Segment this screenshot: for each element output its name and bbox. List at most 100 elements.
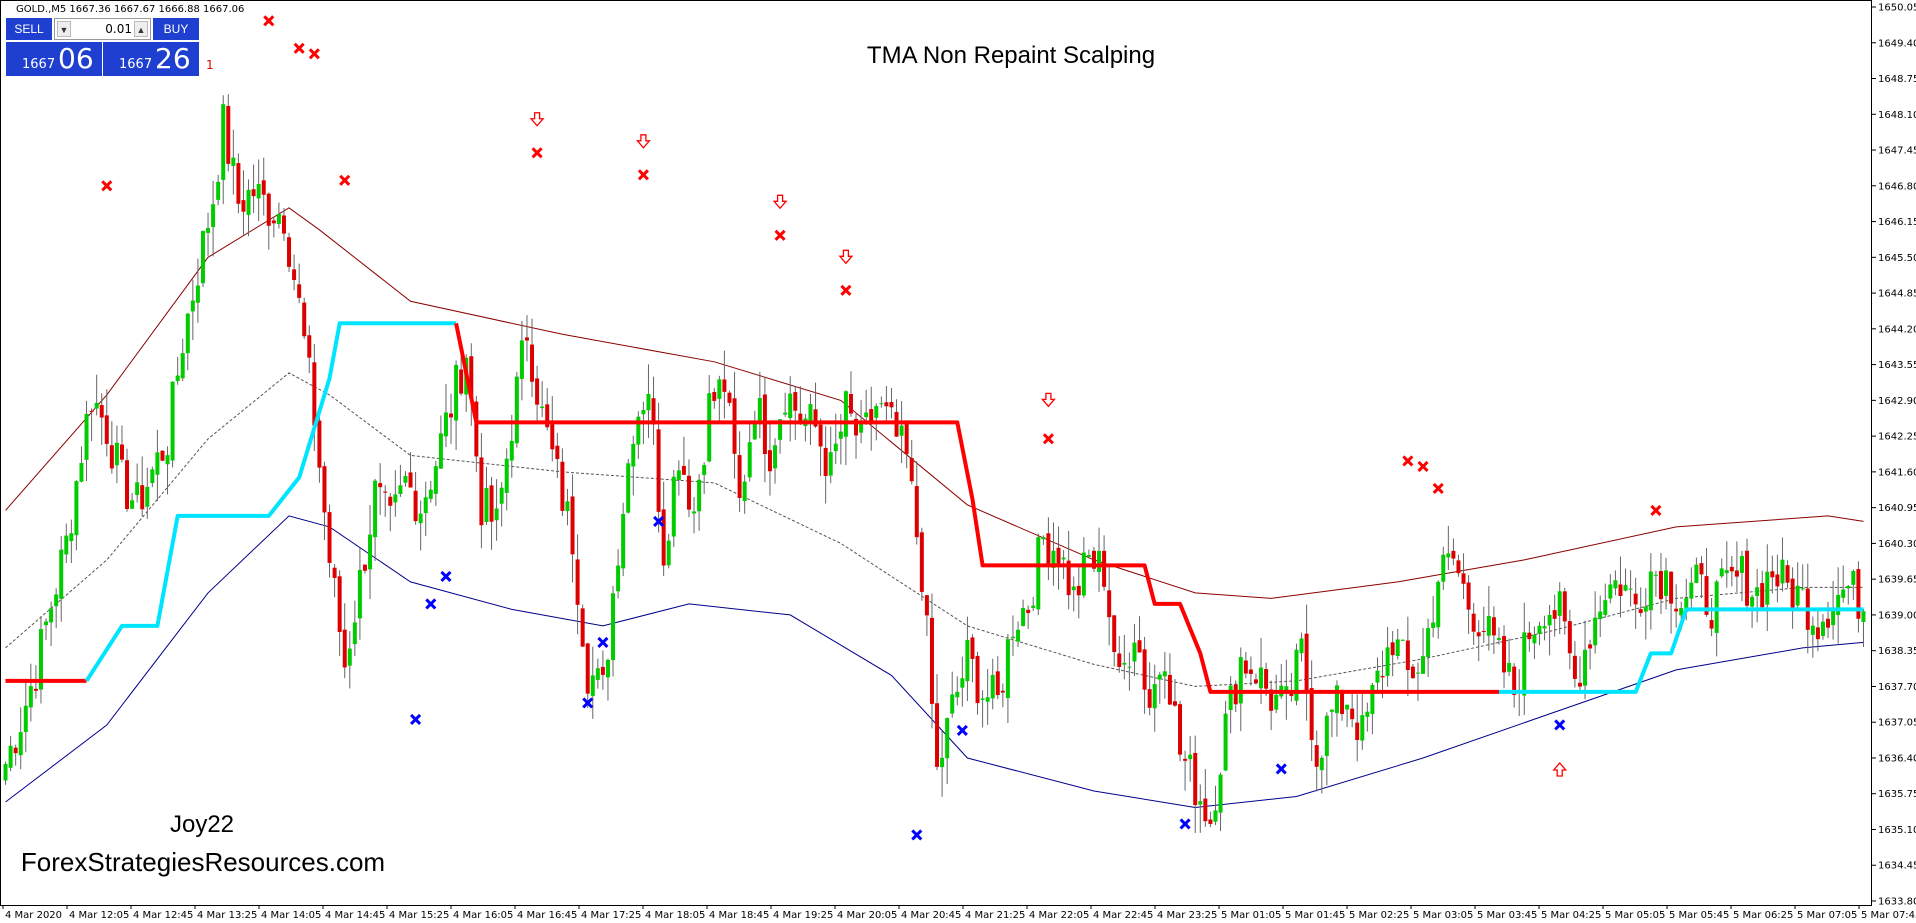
candle <box>1183 750 1188 791</box>
bull-candle-body <box>1714 581 1719 633</box>
candle <box>383 485 388 517</box>
bull-candle-body <box>64 535 69 555</box>
bull-candle-body <box>428 489 433 499</box>
candle <box>985 668 990 725</box>
bear-candle-body <box>869 409 874 423</box>
buy-price-button[interactable]: 1667 26 <box>103 42 199 76</box>
buy-price-pips: 26 <box>155 42 191 75</box>
bull-candle-body <box>368 534 373 570</box>
candle <box>221 95 226 205</box>
bull-candle-body <box>499 487 504 504</box>
bull-candle-body <box>965 639 970 682</box>
candle <box>519 320 524 401</box>
candle <box>1709 597 1714 637</box>
candle <box>1755 568 1760 623</box>
candle <box>1577 656 1582 691</box>
bear-candle-body <box>1026 609 1031 614</box>
bull-candle-body <box>1274 694 1279 710</box>
bear-candle-body <box>570 496 575 555</box>
candle <box>1340 689 1345 721</box>
candle <box>686 459 691 518</box>
candle <box>1274 674 1279 714</box>
bear-candle-body <box>388 496 393 506</box>
bear-candle-body <box>1760 583 1765 608</box>
bull-candle-body <box>1036 537 1041 610</box>
buy-cross-icon-stroke <box>911 829 923 841</box>
sell-cross-icon-stroke <box>293 42 305 54</box>
candle <box>1324 712 1329 786</box>
bull-candle-body <box>742 481 747 501</box>
bear-candle-body <box>1699 563 1704 575</box>
candle <box>605 658 610 701</box>
candle <box>443 383 448 448</box>
bear-candle-body <box>1512 666 1517 695</box>
sell-button[interactable]: SELL <box>6 18 52 40</box>
candle <box>266 192 271 250</box>
bull-candle-body <box>1198 801 1203 805</box>
candle <box>1208 811 1213 828</box>
price-axis: 1650.05 1649.40 1648.75 1648.10 1647.45 1646.… <box>1871 3 1916 908</box>
bull-candle-body <box>1537 625 1542 634</box>
price-tick-label: 1644.85 <box>1878 289 1916 300</box>
bear-candle-body <box>656 429 661 512</box>
bull-candle-body <box>180 353 185 379</box>
candle <box>1223 700 1228 772</box>
candle <box>1572 641 1577 688</box>
candle <box>1309 660 1314 761</box>
candle <box>1097 527 1102 593</box>
candle <box>1005 634 1010 724</box>
bear-candle-body <box>585 643 590 694</box>
candle <box>211 180 216 257</box>
bear-candle-body <box>661 509 666 566</box>
sell-cross-icon <box>1402 455 1414 467</box>
sell-price-button[interactable]: 1667 06 <box>6 42 102 76</box>
buy-button[interactable]: BUY <box>153 18 199 40</box>
candle <box>1142 636 1147 714</box>
bull-candle-body <box>1598 611 1603 619</box>
lot-size-value[interactable]: 0.01 <box>105 22 132 36</box>
candle <box>1512 663 1517 708</box>
buy-cross-icon <box>597 636 609 648</box>
lot-size-field[interactable]: ▼ 0.01 ▲ <box>54 18 151 40</box>
time-tick-label: 5 Mar 03:45 <box>1477 910 1537 921</box>
candle <box>1724 541 1729 588</box>
price-tick-label: 1648.75 <box>1878 74 1916 85</box>
candle <box>454 360 459 450</box>
candle <box>1856 561 1861 633</box>
candle <box>1527 621 1532 652</box>
candle <box>54 588 59 629</box>
candle <box>1319 755 1324 794</box>
bear-candle-body <box>1729 566 1734 572</box>
candle <box>246 179 251 237</box>
candle <box>1471 603 1476 645</box>
bear-candle-body <box>1502 636 1507 673</box>
candle <box>1547 604 1552 656</box>
bull-candle-body <box>1431 622 1436 629</box>
bull-candle-body <box>216 181 221 200</box>
candle <box>530 318 535 398</box>
chevron-down-icon[interactable]: ▼ <box>57 21 71 37</box>
bear-candle-body <box>600 666 605 675</box>
candle <box>1704 548 1709 617</box>
bear-candle-body <box>535 378 540 405</box>
chevron-up-icon[interactable]: ▲ <box>134 21 148 37</box>
bull-candle-body <box>454 364 459 421</box>
price-tick-label: 1633.80 <box>1878 897 1916 908</box>
candle <box>788 376 793 442</box>
bear-candle-body <box>1815 627 1820 640</box>
bear-candle-body <box>995 671 1000 696</box>
candle <box>1643 588 1648 640</box>
time-tick-label: 4 Mar 21:25 <box>965 910 1025 921</box>
price-tick-label: 1646.15 <box>1878 217 1916 228</box>
bear-candle-body <box>33 688 38 691</box>
candle <box>1350 693 1355 728</box>
bear-candle-body <box>459 369 464 394</box>
bull-candle-body <box>666 540 671 566</box>
price-tick-label: 1640.95 <box>1878 503 1916 514</box>
candle <box>1071 576 1076 612</box>
bull-candle-body <box>697 479 702 512</box>
candle <box>1820 614 1825 640</box>
price-tick-label: 1649.40 <box>1878 38 1916 49</box>
bull-candle-body <box>1820 621 1825 637</box>
bull-candle-body <box>595 668 600 680</box>
